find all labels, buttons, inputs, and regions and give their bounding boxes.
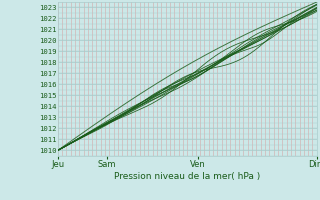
X-axis label: Pression niveau de la mer( hPa ): Pression niveau de la mer( hPa ) — [114, 172, 260, 181]
